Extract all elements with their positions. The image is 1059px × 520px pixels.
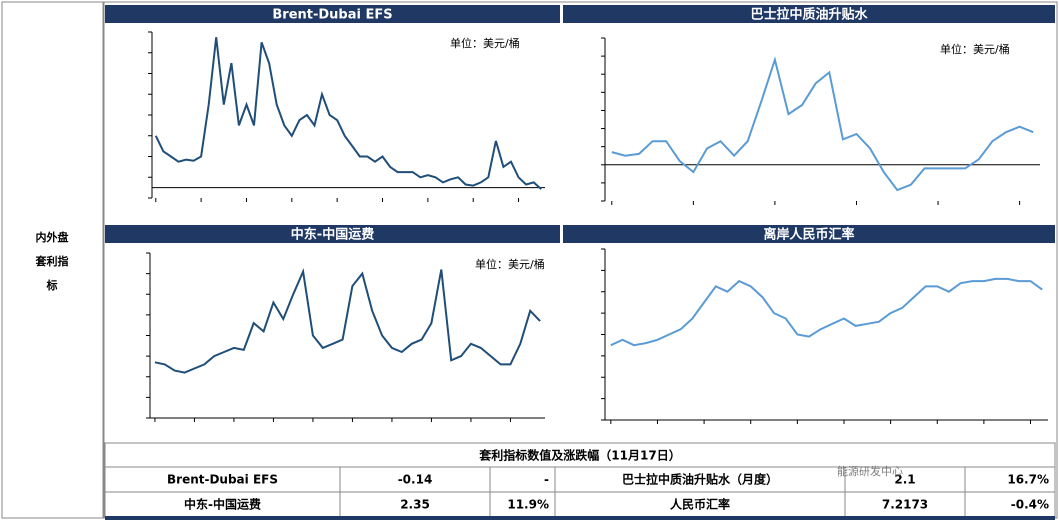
table-text: 2.35 <box>400 498 430 512</box>
bottom-bar <box>105 516 1055 520</box>
table-cell <box>554 466 846 493</box>
chart-title: 离岸人民币汇率 <box>763 227 854 243</box>
sidebar-label: 内外盘套利指标 <box>36 230 69 292</box>
chart-header <box>105 225 560 243</box>
table-text: 人民币汇率 <box>670 497 730 512</box>
unit-note: 单位：美元/桶 <box>940 42 1010 56</box>
unit-note: 单位：美元/桶 <box>450 36 520 50</box>
table-cell <box>964 466 1056 493</box>
table-text: 巴士拉中质油升贴水（月度） <box>622 472 778 487</box>
table-text: -0.4% <box>1011 498 1049 512</box>
table-cell <box>489 466 556 493</box>
data-line <box>154 37 542 190</box>
table-text: 16.7% <box>1007 473 1049 487</box>
table-cell <box>844 466 966 493</box>
table-title: 套利指标数值及涨跌幅（11月17日） <box>478 448 680 463</box>
table-text: Brent-Dubai EFS <box>167 473 278 487</box>
table-text: 7.2173 <box>882 498 928 512</box>
table-cell <box>339 466 491 493</box>
chart-header <box>563 225 1055 243</box>
table-cell <box>964 491 1056 518</box>
chart-header <box>563 5 1055 23</box>
table-cell <box>339 491 491 518</box>
chart-title: 中东-中国运费 <box>291 227 374 243</box>
data-line <box>154 268 541 374</box>
data-line <box>611 56 1034 192</box>
data-line <box>610 277 1043 347</box>
table-text: -0.14 <box>398 473 433 487</box>
table-cell <box>554 491 846 518</box>
unit-note: 单位：美元/桶 <box>475 257 545 271</box>
table-cell <box>844 491 966 518</box>
table-text: 2.1 <box>894 473 915 487</box>
watermark: 能源研发中心 <box>837 464 903 478</box>
chart-title: 巴士拉中质油升贴水 <box>750 7 868 23</box>
chart-header <box>105 5 560 23</box>
sidebar <box>1 1 104 519</box>
table-text: - <box>544 473 549 487</box>
table-cell <box>104 466 341 493</box>
table-text: 中东-中国运费 <box>184 497 261 512</box>
chart-title: Brent-Dubai EFS <box>272 8 392 23</box>
table-text: 11.9% <box>507 498 549 512</box>
